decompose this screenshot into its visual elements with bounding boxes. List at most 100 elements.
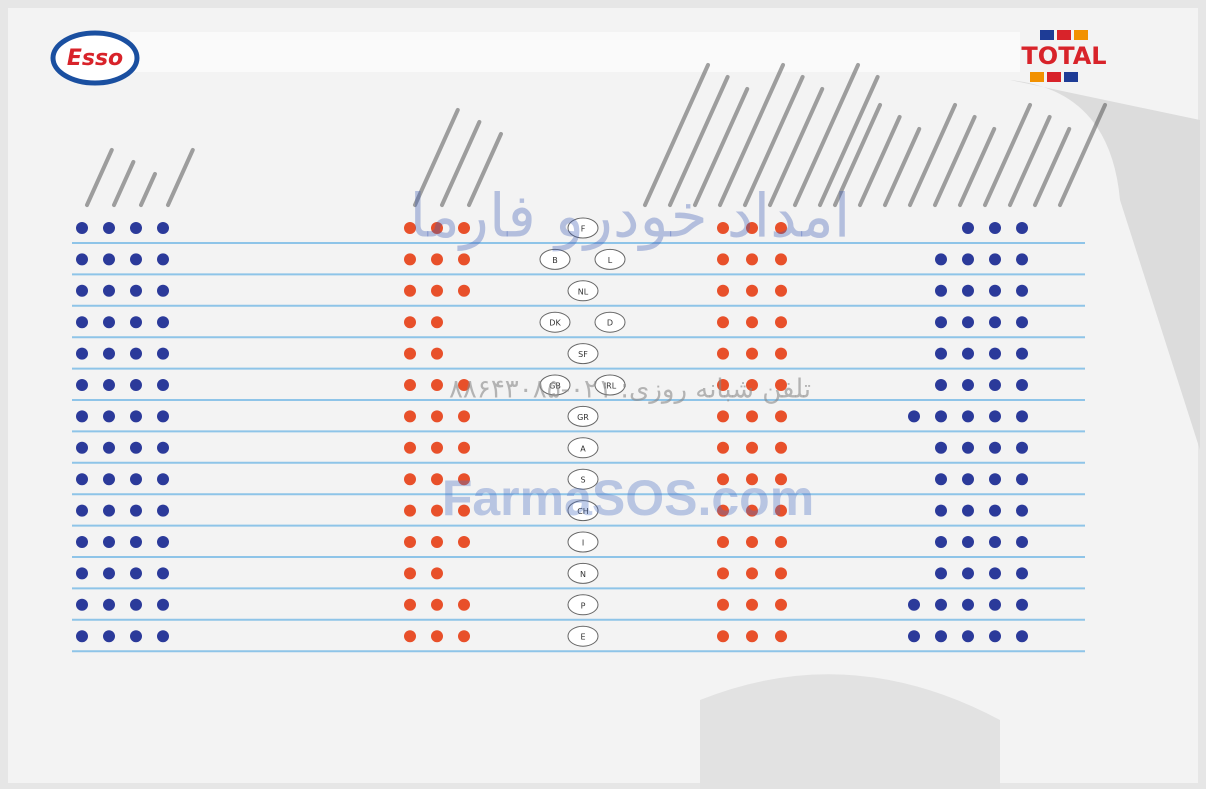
dot [458, 536, 470, 548]
dot [746, 536, 758, 548]
dot [962, 222, 974, 234]
country-code: E [580, 633, 585, 642]
dot [458, 379, 470, 391]
dot [717, 567, 729, 580]
country-badge [539, 311, 571, 333]
dot [1016, 598, 1028, 611]
esso-logo [50, 30, 140, 86]
dot [962, 504, 974, 517]
country-badge [567, 437, 599, 459]
dot [404, 379, 416, 391]
dot [989, 630, 1001, 643]
dot [935, 598, 947, 611]
dot [717, 630, 729, 643]
watermark-phone: تلفن شبانه روزی: ۰۲۱-۸۸۶۴۳۰۸۵ [449, 375, 811, 405]
watermark-site: FarmaSOS.com [442, 470, 814, 526]
dot [157, 598, 169, 611]
dot [76, 284, 88, 297]
header-stroke [858, 115, 902, 207]
logo-bar [1057, 30, 1071, 40]
dot [935, 630, 947, 643]
dot [76, 598, 88, 611]
dot [989, 253, 1001, 266]
dot [431, 567, 443, 580]
country-code: F [581, 225, 586, 234]
header-stroke [693, 87, 750, 207]
header-band [130, 32, 1020, 72]
dot [157, 222, 169, 234]
dot [76, 567, 88, 580]
dot [717, 598, 729, 611]
dot [404, 441, 416, 454]
dot [404, 630, 416, 643]
dot [989, 536, 1001, 548]
dot [717, 347, 729, 360]
header-stroke [85, 148, 114, 207]
dot [1016, 410, 1028, 423]
dot [431, 379, 443, 391]
country-code: DK [549, 319, 561, 328]
dot [130, 630, 142, 643]
dot [962, 284, 974, 297]
header-stroke [112, 160, 136, 207]
dot [717, 253, 729, 266]
dot [404, 222, 416, 234]
dot [775, 473, 787, 486]
dot [935, 253, 947, 266]
header-stroke [793, 63, 860, 207]
dot [130, 379, 142, 391]
dot [404, 284, 416, 297]
dot [130, 441, 142, 454]
dot [130, 284, 142, 297]
country-badge [594, 248, 626, 270]
dot [157, 379, 169, 391]
dot [1016, 473, 1028, 486]
header-stroke [440, 120, 482, 207]
dot [130, 536, 142, 548]
dot [717, 441, 729, 454]
total-logo-text: TOTAL [1021, 42, 1106, 70]
dot [717, 316, 729, 329]
dot [746, 253, 758, 266]
dot [989, 316, 1001, 329]
dot [103, 630, 115, 643]
dot [989, 222, 1001, 234]
dot [130, 567, 142, 580]
header-stroke [958, 127, 997, 207]
dot [431, 284, 443, 297]
dot [746, 222, 758, 234]
dot [130, 347, 142, 360]
dot [746, 504, 758, 517]
dot [935, 284, 947, 297]
country-code: I [582, 539, 584, 548]
dot [157, 347, 169, 360]
dot [935, 316, 947, 329]
dot [775, 253, 787, 266]
country-code: D [607, 319, 613, 328]
header-stroke [883, 127, 922, 207]
dot [76, 222, 88, 234]
header-stroke [1008, 115, 1052, 207]
dot [130, 473, 142, 486]
country-badge [539, 374, 571, 396]
header-stroke [933, 115, 977, 207]
dot [935, 536, 947, 548]
dot [908, 598, 920, 611]
dot [962, 567, 974, 580]
dot [157, 253, 169, 266]
country-badge [567, 562, 599, 584]
dot [157, 473, 169, 486]
header-stroke [908, 103, 957, 207]
dot [157, 441, 169, 454]
country-badge [567, 405, 599, 427]
dot [775, 347, 787, 360]
esso-logo-text: Esso [67, 46, 123, 71]
dot [962, 473, 974, 486]
dot [746, 567, 758, 580]
dot [962, 410, 974, 423]
dot [989, 567, 1001, 580]
dot [775, 567, 787, 580]
country-code: N [580, 570, 586, 579]
dot [746, 598, 758, 611]
country-code: CH [577, 507, 589, 516]
